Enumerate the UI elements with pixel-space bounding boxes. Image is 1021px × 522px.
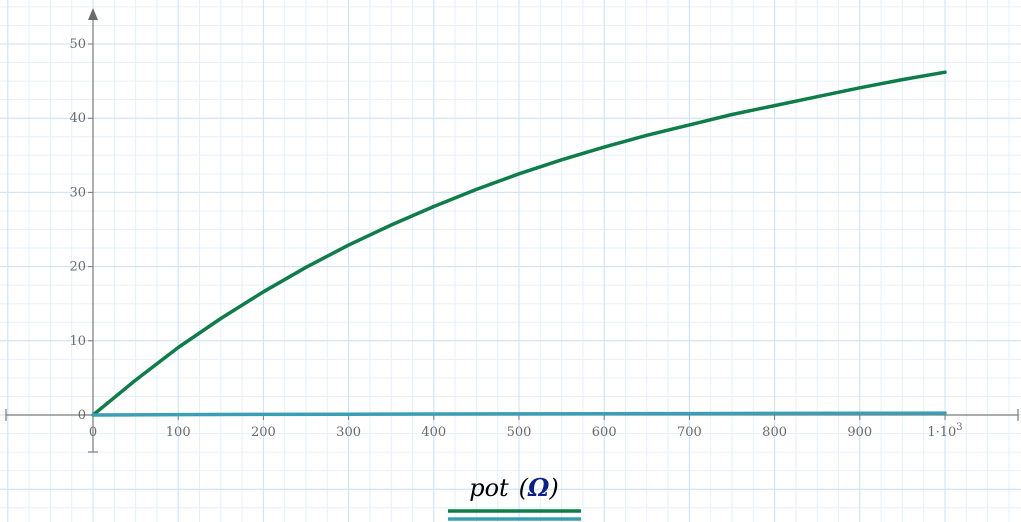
y-tick-label: 20	[69, 260, 86, 275]
x-axis-paren-close: )	[548, 474, 558, 502]
y-axis-arrow	[88, 8, 98, 20]
x-axis-variable: pot	[469, 474, 509, 502]
y-tick-label: 40	[69, 111, 86, 126]
tick-labels: 0 100 200 300 400 500 600 700 800 900 1·103 0 10 20 30…	[69, 37, 962, 440]
x-tick-label: 100	[166, 425, 191, 440]
series-line-2	[91, 411, 947, 417]
y-tick-label: 30	[69, 185, 86, 200]
x-tick-label: 400	[421, 425, 446, 440]
x-tick-label: 600	[592, 425, 617, 440]
x-axis-label: pot (Ω)	[469, 473, 559, 502]
x-tick-exponent: 3	[956, 422, 962, 433]
x-axis-paren-open: (	[519, 474, 529, 502]
series-line-1	[91, 70, 947, 417]
x-tick-label: 500	[507, 425, 532, 440]
x-tick-label: 300	[336, 425, 361, 440]
x-axis-unit: Ω	[527, 473, 550, 502]
x-tick-label: 900	[847, 425, 872, 440]
series-layer	[91, 70, 947, 417]
y-tick-label: 10	[69, 334, 86, 349]
legend: pot (Ω)	[448, 473, 581, 521]
x-tick-label: 800	[762, 425, 787, 440]
y-tick-label: 0	[78, 408, 86, 423]
x-tick-label: 0	[89, 425, 97, 440]
x-tick-label: 200	[251, 425, 276, 440]
y-tick-label: 50	[69, 37, 86, 52]
x-tick-label: 700	[677, 425, 702, 440]
x-tick-label: 1·103	[927, 422, 962, 440]
